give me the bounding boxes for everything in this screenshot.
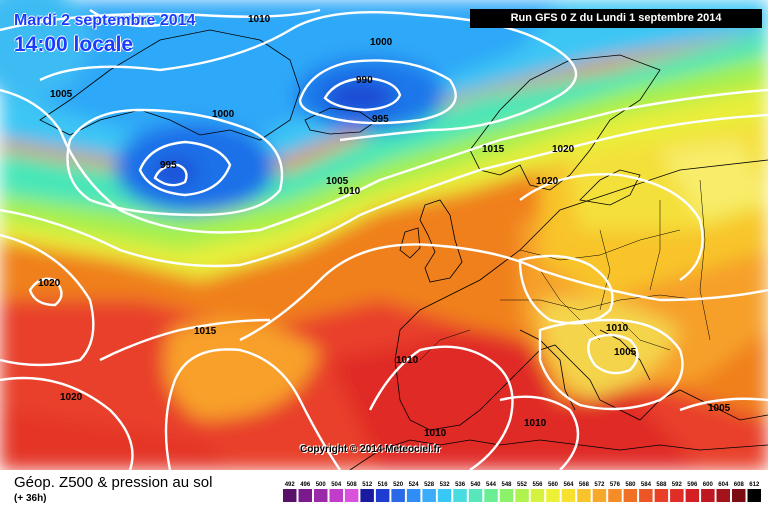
legend-tick-label: 508 <box>347 482 358 488</box>
isobar-label: 1010 <box>524 418 547 429</box>
isobar-label: 990 <box>356 75 373 86</box>
isobar-label: 995 <box>372 114 389 125</box>
isobar-label: 1005 <box>708 403 731 414</box>
legend-tick-label: 596 <box>687 482 698 488</box>
isobar-label: 1020 <box>536 176 559 187</box>
forecast-offset: (+ 36h) <box>14 493 47 504</box>
legend-tick-label: 556 <box>532 482 543 488</box>
legend-tick-label: 588 <box>656 482 667 488</box>
legend-tick-label: 592 <box>672 482 683 488</box>
legend-swatch <box>685 489 700 502</box>
legend-swatch <box>437 489 452 502</box>
legend-swatch <box>623 489 638 502</box>
isobar-label: 1010 <box>248 14 271 25</box>
isobar-label: 1015 <box>194 326 217 337</box>
isobars <box>0 8 768 470</box>
legend-tick-label: 492 <box>285 482 296 488</box>
legend-tick-label: 580 <box>625 482 636 488</box>
isobar-label: 1020 <box>552 144 575 155</box>
legend-swatch <box>515 489 529 502</box>
isobar-label: 1010 <box>396 355 419 366</box>
legend-swatch <box>344 489 359 502</box>
color-legend: 492 496 500 504 508 512 516 520 524 528 532 536 540 5… <box>283 482 761 502</box>
legend-swatch <box>468 489 483 502</box>
legend-tick-label: 500 <box>316 482 327 488</box>
legend-swatch <box>375 489 390 502</box>
legend-swatch <box>546 489 560 502</box>
legend-swatch <box>608 489 622 502</box>
geopotential-field: 1010 1000 990 995 1005 1000 995 1015 102… <box>0 0 768 470</box>
legend-swatch <box>422 489 436 502</box>
legend-tick-label: 576 <box>610 482 621 488</box>
legend-swatch <box>453 489 467 502</box>
legend-tick-label: 504 <box>331 482 342 488</box>
isobar-label: 1010 <box>338 186 361 197</box>
legend-tick-label: 600 <box>703 482 714 488</box>
isobar-label: 1005 <box>50 89 73 100</box>
legend-swatch <box>499 489 514 502</box>
legend-swatch <box>561 489 576 502</box>
isobar-labels: 1010 1000 990 995 1005 1000 995 1015 102… <box>38 14 731 439</box>
forecast-date: Mardi 2 septembre 2014 <box>14 12 196 29</box>
legend-tick-label: 532 <box>440 482 451 488</box>
legend-tick-label: 528 <box>424 482 435 488</box>
legend-tick-label: 584 <box>641 482 652 488</box>
legend-swatch <box>732 489 746 502</box>
copyright-notice: Copyright © 2014 Meteociel.fr <box>300 444 441 455</box>
legend-tick-label: 612 <box>749 482 760 488</box>
legend-tick-label: 552 <box>517 482 528 488</box>
legend-tick-label: 568 <box>579 482 590 488</box>
run-info-banner: Run GFS 0 Z du Lundi 1 septembre 2014 <box>470 9 762 28</box>
legend-tick-label: 540 <box>470 482 481 488</box>
legend-tick-label: 516 <box>378 482 389 488</box>
isobar-label: 1000 <box>212 109 235 120</box>
legend-swatch <box>406 489 421 502</box>
isobar-label: 1010 <box>424 428 447 439</box>
legend-tick-label: 564 <box>563 482 574 488</box>
legend-tick-label: 524 <box>409 482 420 488</box>
isobar-label: 1005 <box>614 347 637 358</box>
isobar-label: 995 <box>160 160 177 171</box>
legend-tick-label: 608 <box>734 482 745 488</box>
legend-swatch <box>391 489 405 502</box>
legend-swatch <box>530 489 545 502</box>
legend-swatch <box>670 489 684 502</box>
isobar-label: 1020 <box>60 392 83 403</box>
legend-tick-label: 548 <box>501 482 512 488</box>
map-caption: Géop. Z500 & pression au sol <box>14 474 213 491</box>
legend-swatch <box>329 489 343 502</box>
legend-swatch <box>314 489 328 502</box>
weather-map: 1010 1000 990 995 1005 1000 995 1015 102… <box>0 0 768 470</box>
legend-swatch <box>639 489 653 502</box>
legend-swatch <box>283 489 297 502</box>
legend-tick-label: 512 <box>362 482 373 488</box>
isobar-label: 1000 <box>370 37 393 48</box>
legend-tick-label: 544 <box>486 482 497 488</box>
legend-swatch <box>360 489 374 502</box>
legend-swatch <box>701 489 715 502</box>
legend-swatch <box>484 489 498 502</box>
legend-tick-label: 496 <box>300 482 311 488</box>
legend-tick-label: 572 <box>594 482 605 488</box>
legend-tick-label: 604 <box>718 482 729 488</box>
isobar-label: 1005 <box>326 176 349 187</box>
legend-tick-label: 560 <box>548 482 559 488</box>
legend-swatch <box>298 489 312 502</box>
legend-swatch <box>747 489 761 502</box>
legend-tick-label: 536 <box>455 482 466 488</box>
legend-swatch <box>592 489 607 502</box>
legend-swatch <box>577 489 591 502</box>
isobar-label: 1020 <box>38 278 61 289</box>
legend-tick-label: 520 <box>393 482 404 488</box>
isobar-label: 1010 <box>606 323 629 334</box>
isobar-label: 1015 <box>482 144 505 155</box>
legend-swatch <box>654 489 669 502</box>
forecast-time: 14:00 locale <box>14 33 134 56</box>
legend-swatch <box>716 489 730 502</box>
